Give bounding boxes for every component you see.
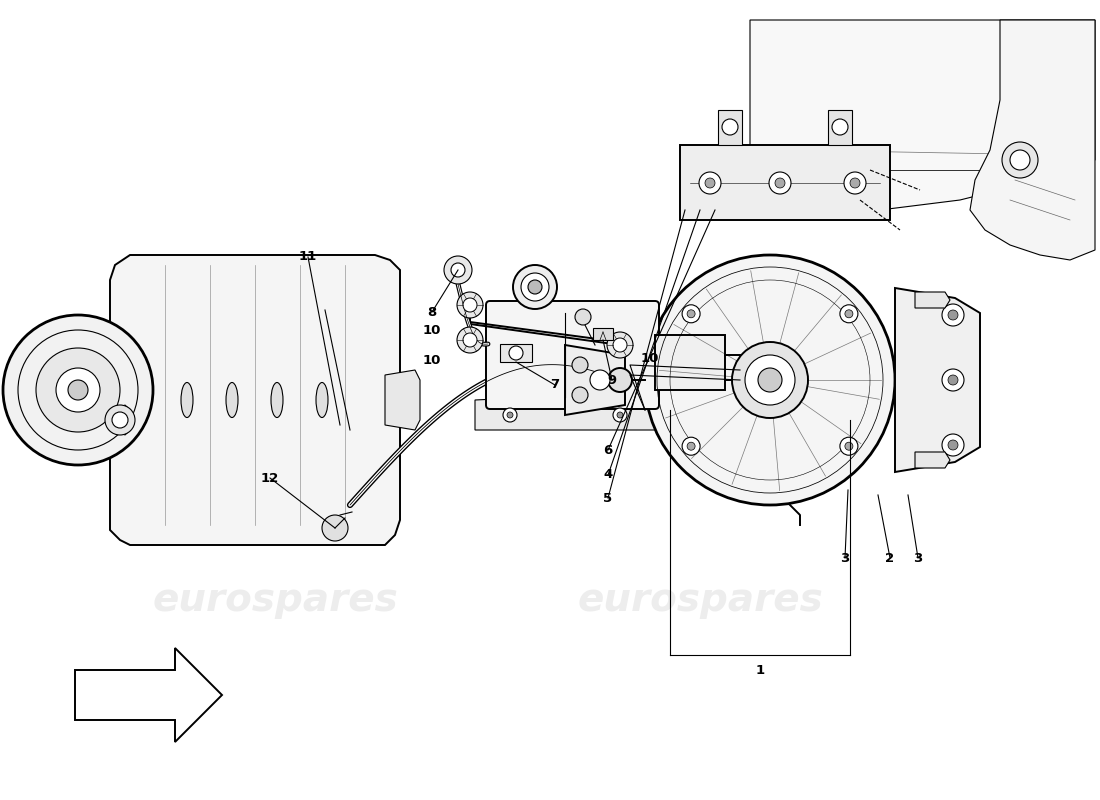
Circle shape (56, 368, 100, 412)
Text: 2: 2 (886, 551, 894, 565)
Circle shape (590, 370, 610, 390)
Bar (680, 145, 890, 220)
Circle shape (572, 387, 588, 403)
Circle shape (845, 310, 853, 318)
Text: 8: 8 (428, 306, 437, 318)
Text: 1: 1 (756, 663, 764, 677)
Circle shape (732, 342, 808, 418)
Polygon shape (565, 345, 625, 415)
Circle shape (572, 357, 588, 373)
Bar (654, 335, 725, 390)
Circle shape (613, 338, 627, 352)
Polygon shape (970, 20, 1094, 260)
Circle shape (513, 265, 557, 309)
Circle shape (776, 178, 785, 188)
Circle shape (942, 434, 964, 456)
Text: 4: 4 (604, 469, 613, 482)
Circle shape (617, 412, 623, 418)
Polygon shape (895, 288, 980, 472)
Circle shape (832, 119, 848, 135)
Circle shape (521, 273, 549, 301)
Text: eurospares: eurospares (578, 581, 823, 619)
Circle shape (1002, 142, 1038, 178)
Ellipse shape (316, 382, 328, 418)
Circle shape (607, 332, 632, 358)
Circle shape (688, 310, 695, 318)
Circle shape (850, 178, 860, 188)
Text: 11: 11 (299, 250, 317, 263)
Text: 5: 5 (604, 491, 613, 505)
Bar (500, 344, 532, 362)
Circle shape (1010, 150, 1030, 170)
Circle shape (507, 412, 513, 418)
Circle shape (575, 309, 591, 325)
Circle shape (104, 405, 135, 435)
Circle shape (322, 515, 348, 541)
Circle shape (608, 368, 632, 392)
Circle shape (682, 305, 700, 322)
Circle shape (613, 408, 627, 422)
Circle shape (705, 178, 715, 188)
Circle shape (112, 412, 128, 428)
Text: 9: 9 (607, 374, 617, 386)
Circle shape (745, 355, 795, 405)
Circle shape (688, 442, 695, 450)
Circle shape (722, 119, 738, 135)
Circle shape (509, 346, 522, 360)
Circle shape (645, 255, 895, 505)
Polygon shape (915, 292, 950, 308)
Circle shape (948, 440, 958, 450)
Text: 6: 6 (604, 443, 613, 457)
Text: eurospares: eurospares (578, 351, 823, 389)
Circle shape (942, 369, 964, 391)
Circle shape (463, 298, 477, 312)
Text: eurospares: eurospares (152, 351, 398, 389)
Polygon shape (915, 452, 950, 468)
Text: eurospares: eurospares (152, 581, 398, 619)
Ellipse shape (226, 382, 238, 418)
Circle shape (948, 375, 958, 385)
Circle shape (840, 438, 858, 455)
FancyBboxPatch shape (486, 301, 659, 409)
Polygon shape (385, 370, 420, 430)
Text: 10: 10 (641, 351, 659, 365)
Circle shape (528, 280, 542, 294)
Text: 3: 3 (913, 551, 923, 565)
Ellipse shape (271, 382, 283, 418)
Text: 3: 3 (840, 551, 849, 565)
Circle shape (503, 408, 517, 422)
Circle shape (3, 315, 153, 465)
Circle shape (444, 256, 472, 284)
Circle shape (942, 304, 964, 326)
Circle shape (451, 263, 465, 277)
Circle shape (463, 333, 477, 347)
Circle shape (68, 380, 88, 400)
Text: 10: 10 (422, 323, 441, 337)
Text: 10: 10 (422, 354, 441, 366)
Text: 12: 12 (261, 471, 279, 485)
Circle shape (36, 348, 120, 432)
Ellipse shape (182, 382, 192, 418)
Circle shape (769, 172, 791, 194)
Circle shape (758, 368, 782, 392)
Circle shape (948, 310, 958, 320)
Circle shape (456, 292, 483, 318)
Circle shape (845, 442, 853, 450)
Circle shape (840, 305, 858, 322)
Polygon shape (718, 110, 743, 145)
Circle shape (456, 327, 483, 353)
Polygon shape (110, 255, 400, 545)
Polygon shape (828, 110, 852, 145)
Circle shape (682, 438, 700, 455)
Polygon shape (750, 20, 1094, 210)
Bar (593, 328, 613, 340)
Polygon shape (475, 390, 710, 430)
Text: 7: 7 (550, 378, 560, 391)
Circle shape (698, 172, 720, 194)
Polygon shape (110, 405, 130, 435)
Polygon shape (75, 648, 222, 742)
Circle shape (844, 172, 866, 194)
